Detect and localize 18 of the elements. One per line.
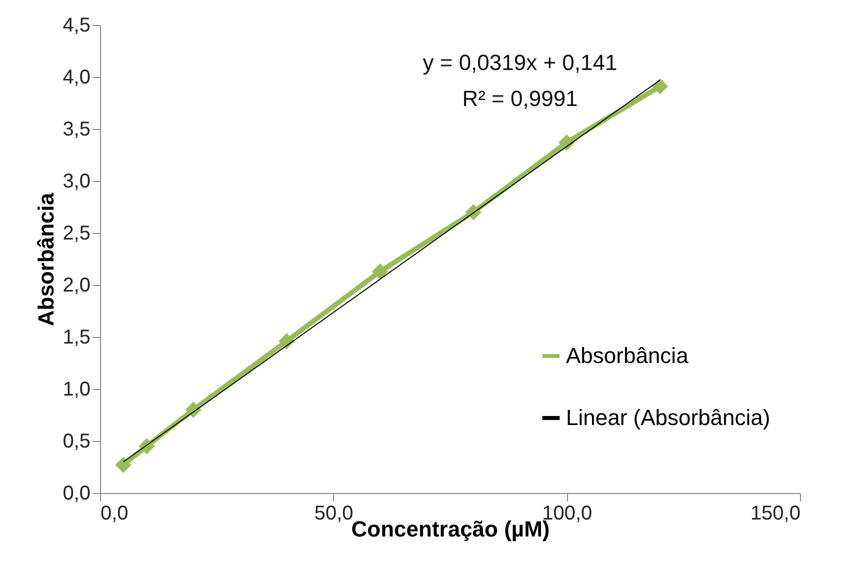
y-tick-label: 0,0 (62, 482, 90, 504)
annotation: y = 0,0319x + 0,141 (422, 50, 618, 75)
y-axis-title: Absorbância (34, 192, 59, 326)
y-tick-label: 3,0 (62, 170, 90, 192)
y-tick-label: 4,0 (62, 66, 90, 88)
y-tick-label: 2,0 (62, 274, 90, 296)
y-tick-label: 1,0 (62, 378, 90, 400)
x-tick-label: 50,0 (314, 502, 354, 524)
legend-label: Linear (Absorbância) (566, 405, 770, 430)
y-tick-label: 1,5 (62, 326, 90, 348)
x-tick-label: 150,0 (750, 502, 800, 524)
y-tick-label: 2,5 (62, 222, 90, 244)
x-tick-label: 0,0 (100, 502, 128, 524)
y-tick-label: 0,5 (62, 430, 90, 452)
legend-label: Absorbância (566, 343, 690, 368)
annotation: R² = 0,9991 (462, 86, 578, 111)
y-tick-label: 3,5 (62, 118, 90, 140)
y-tick-label: 4,5 (62, 14, 90, 36)
